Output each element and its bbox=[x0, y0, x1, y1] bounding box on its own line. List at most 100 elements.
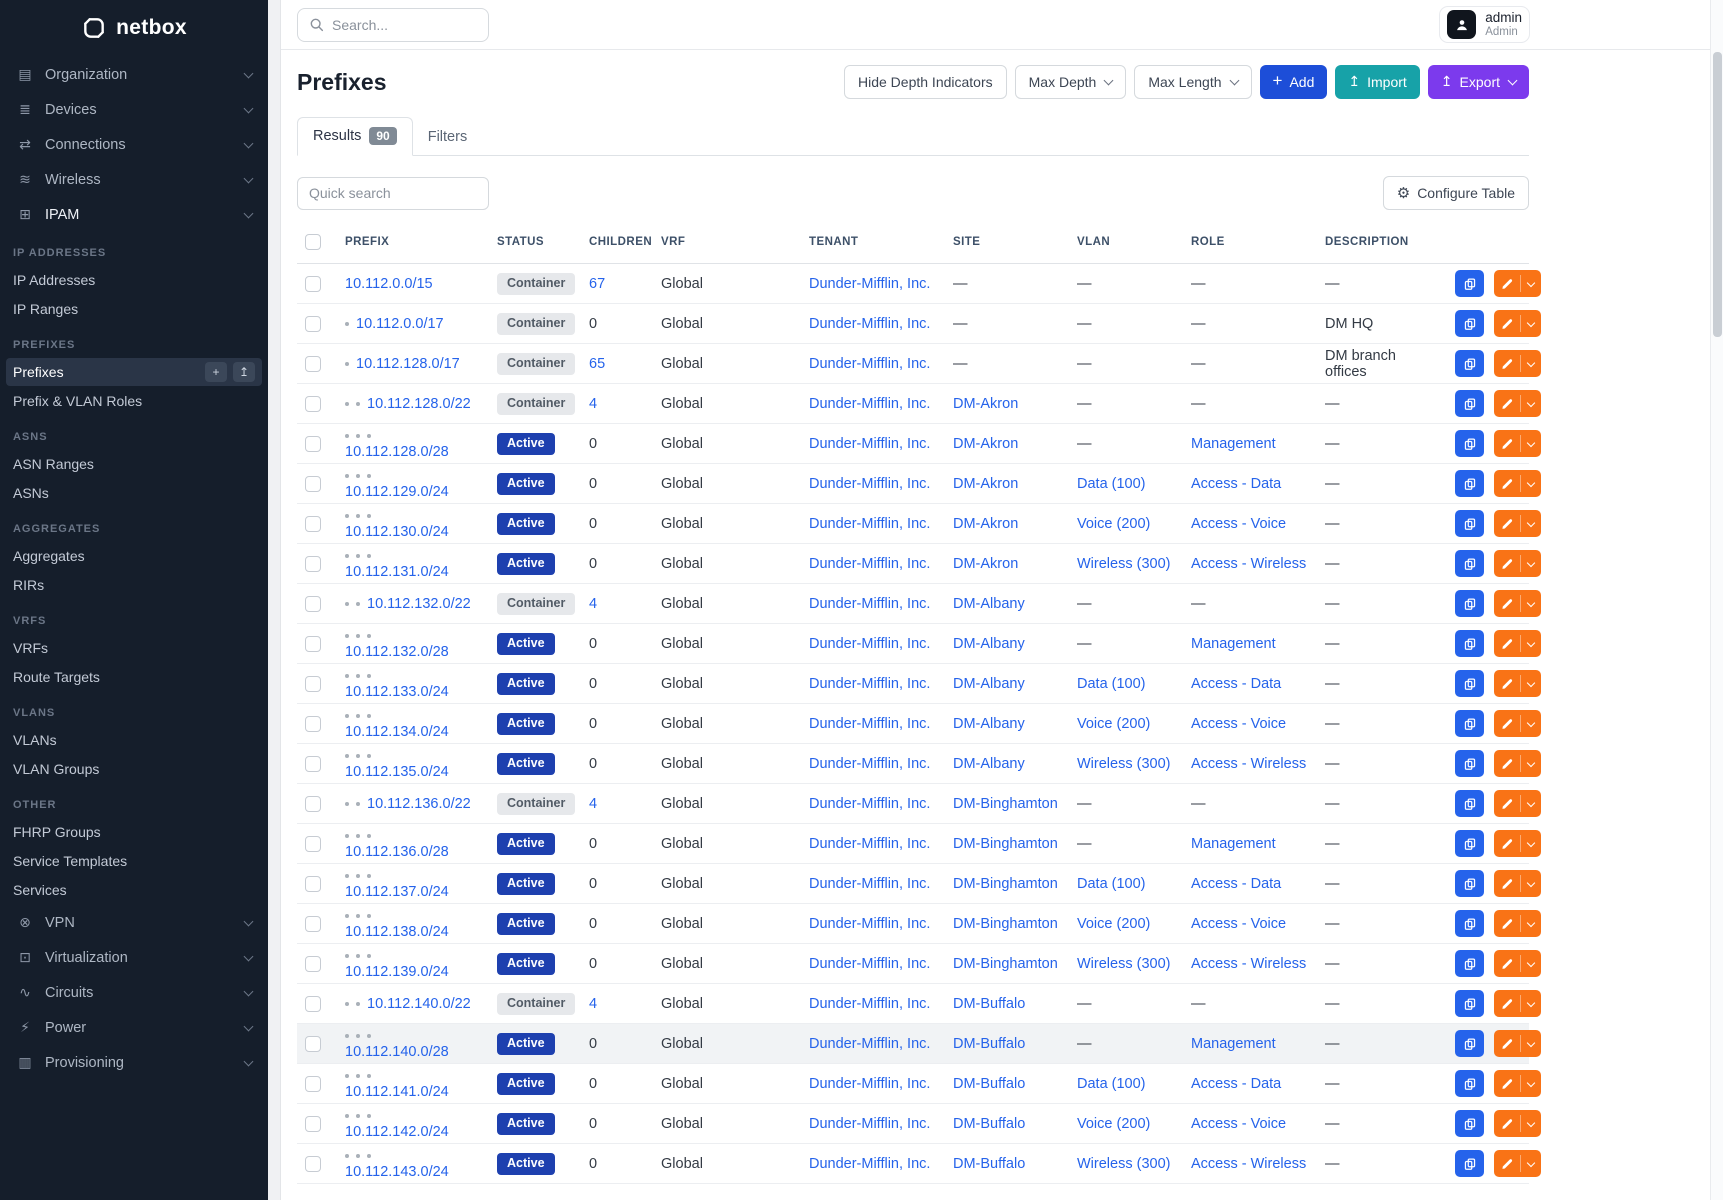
tenant-link[interactable]: Dunder-Mifflin, Inc. bbox=[809, 595, 931, 612]
chevron-down-icon[interactable] bbox=[1520, 595, 1536, 613]
row-checkbox[interactable] bbox=[305, 1075, 321, 1092]
vlan-link[interactable]: — bbox=[1077, 435, 1092, 452]
tenant-link[interactable]: Dunder-Mifflin, Inc. bbox=[809, 1155, 931, 1172]
sidebar-item[interactable]: ≋ Wireless bbox=[0, 162, 268, 197]
role-link[interactable]: Access - Wireless bbox=[1191, 755, 1307, 772]
vlan-link[interactable]: Data (100) bbox=[1077, 875, 1146, 892]
row-checkbox[interactable] bbox=[305, 435, 321, 452]
site-link[interactable]: DM-Binghamton bbox=[953, 835, 1058, 852]
tenant-link[interactable]: Dunder-Mifflin, Inc. bbox=[809, 1115, 931, 1132]
sidebar-item[interactable]: ⊞ IPAM bbox=[0, 197, 268, 232]
edit-split-button[interactable] bbox=[1494, 470, 1542, 498]
copy-button[interactable] bbox=[1455, 550, 1484, 578]
vlan-link[interactable]: — bbox=[1077, 795, 1092, 812]
tenant-link[interactable]: Dunder-Mifflin, Inc. bbox=[809, 435, 931, 452]
sidebar-item[interactable]: ▤ Organization bbox=[0, 57, 268, 92]
site-link[interactable]: DM-Akron bbox=[953, 395, 1019, 412]
column-header[interactable]: VRF bbox=[661, 236, 686, 249]
quick-search-input[interactable] bbox=[297, 176, 489, 210]
table-row[interactable]: 10.112.136.0/22 Container 4 Global Dunde… bbox=[297, 784, 1542, 824]
prefix-link[interactable]: 10.112.139.0/24 bbox=[345, 963, 449, 980]
children-count[interactable]: 0 bbox=[589, 875, 598, 892]
table-row[interactable]: 10.112.137.0/24 Active 0 Global Dunder-M… bbox=[297, 864, 1542, 904]
edit-split-button[interactable] bbox=[1494, 950, 1542, 978]
copy-button[interactable] bbox=[1455, 1030, 1484, 1058]
chevron-down-icon[interactable] bbox=[1520, 1075, 1536, 1093]
copy-button[interactable] bbox=[1455, 790, 1484, 818]
chevron-down-icon[interactable] bbox=[1520, 555, 1536, 573]
column-header[interactable]: Tenant bbox=[809, 236, 859, 249]
sidebar-item[interactable]: ⊡ Virtualization bbox=[0, 940, 268, 975]
configure-table-button[interactable]: ⚙ Configure Table bbox=[1382, 176, 1529, 211]
select-all-checkbox[interactable] bbox=[305, 234, 321, 251]
edit-split-button[interactable] bbox=[1494, 390, 1542, 418]
edit-split-button[interactable] bbox=[1494, 870, 1542, 898]
children-count[interactable]: 0 bbox=[589, 1075, 598, 1092]
chevron-down-icon[interactable] bbox=[1520, 795, 1536, 813]
copy-button[interactable] bbox=[1455, 830, 1484, 858]
role-link[interactable]: Access - Data bbox=[1191, 875, 1282, 892]
table-row[interactable]: 10.112.132.0/22 Container 4 Global Dunde… bbox=[297, 584, 1542, 624]
vlan-link[interactable]: — bbox=[1077, 995, 1092, 1012]
prefix-link[interactable]: 10.112.132.0/22 bbox=[367, 595, 471, 612]
sidebar-item[interactable]: Service Templates bbox=[6, 847, 262, 875]
edit-split-button[interactable] bbox=[1494, 910, 1542, 938]
edit-split-button[interactable] bbox=[1494, 830, 1542, 858]
tenant-link[interactable]: Dunder-Mifflin, Inc. bbox=[809, 675, 931, 692]
prefix-link[interactable]: 10.112.140.0/22 bbox=[367, 995, 471, 1012]
role-link[interactable]: — bbox=[1191, 275, 1206, 292]
copy-button[interactable] bbox=[1455, 950, 1484, 978]
tenant-link[interactable]: Dunder-Mifflin, Inc. bbox=[809, 875, 931, 892]
prefix-link[interactable]: 10.112.143.0/24 bbox=[345, 1163, 449, 1180]
add-prefix-mini-button[interactable]: + bbox=[205, 362, 227, 382]
prefix-link[interactable]: 10.112.128.0/22 bbox=[367, 395, 471, 412]
vlan-link[interactable]: — bbox=[1077, 275, 1092, 292]
sidebar-item[interactable]: VRFs bbox=[6, 634, 262, 662]
children-count[interactable]: 0 bbox=[589, 635, 598, 652]
sidebar-item[interactable]: FHRP Groups bbox=[6, 818, 262, 846]
column-header[interactable]: Site bbox=[953, 236, 981, 249]
chevron-down-icon[interactable] bbox=[1520, 355, 1536, 373]
children-count[interactable]: 0 bbox=[589, 1115, 598, 1132]
role-link[interactable]: Management bbox=[1191, 835, 1276, 852]
role-link[interactable]: Access - Data bbox=[1191, 475, 1282, 492]
children-count[interactable]: 67 bbox=[589, 275, 606, 292]
tenant-link[interactable]: Dunder-Mifflin, Inc. bbox=[809, 275, 931, 292]
children-count[interactable]: 4 bbox=[589, 795, 598, 812]
chevron-down-icon[interactable] bbox=[1520, 995, 1536, 1013]
copy-button[interactable] bbox=[1455, 510, 1484, 538]
hide-depth-indicators-button[interactable]: Hide Depth Indicators bbox=[844, 65, 1007, 99]
page-scrollbar[interactable] bbox=[1710, 0, 1723, 1200]
edit-split-button[interactable] bbox=[1494, 1030, 1542, 1058]
table-row[interactable]: 10.112.141.0/24 Active 0 Global Dunder-M… bbox=[297, 1064, 1542, 1104]
edit-split-button[interactable] bbox=[1494, 1150, 1542, 1178]
vlan-link[interactable]: Voice (200) bbox=[1077, 515, 1151, 532]
site-link[interactable]: DM-Buffalo bbox=[953, 1115, 1026, 1132]
table-row[interactable]: 10.112.0.0/17 Container 0 Global Dunder-… bbox=[297, 304, 1542, 344]
prefix-link[interactable]: 10.112.142.0/24 bbox=[345, 1123, 449, 1140]
table-row[interactable]: 10.112.140.0/28 Active 0 Global Dunder-M… bbox=[297, 1023, 1542, 1064]
prefix-link[interactable]: 10.112.135.0/24 bbox=[345, 763, 449, 780]
sidebar-item[interactable]: ASN Ranges bbox=[6, 450, 262, 478]
vlan-link[interactable]: — bbox=[1077, 315, 1092, 332]
copy-button[interactable] bbox=[1455, 910, 1484, 938]
copy-button[interactable] bbox=[1455, 390, 1484, 418]
chevron-down-icon[interactable] bbox=[1520, 835, 1536, 853]
table-row[interactable]: 10.112.132.0/28 Active 0 Global Dunder-M… bbox=[297, 624, 1542, 664]
chevron-down-icon[interactable] bbox=[1520, 435, 1536, 453]
table-row[interactable]: 10.112.134.0/24 Active 0 Global Dunder-M… bbox=[297, 704, 1542, 744]
children-count[interactable]: 0 bbox=[589, 475, 598, 492]
row-checkbox[interactable] bbox=[305, 635, 321, 652]
copy-button[interactable] bbox=[1455, 310, 1484, 338]
prefix-link[interactable]: 10.112.132.0/28 bbox=[345, 643, 449, 660]
role-link[interactable]: Access - Data bbox=[1191, 1075, 1282, 1092]
role-link[interactable]: — bbox=[1191, 995, 1206, 1012]
row-checkbox[interactable] bbox=[305, 755, 321, 772]
edit-split-button[interactable] bbox=[1494, 1110, 1542, 1138]
chevron-down-icon[interactable] bbox=[1520, 1115, 1536, 1133]
sidebar-item[interactable]: IP Addresses bbox=[6, 266, 262, 294]
table-row[interactable]: 10.112.136.0/28 Active 0 Global Dunder-M… bbox=[297, 824, 1542, 864]
vlan-link[interactable]: — bbox=[1077, 835, 1092, 852]
children-count[interactable]: 0 bbox=[589, 755, 598, 772]
role-link[interactable]: Access - Voice bbox=[1191, 715, 1287, 732]
